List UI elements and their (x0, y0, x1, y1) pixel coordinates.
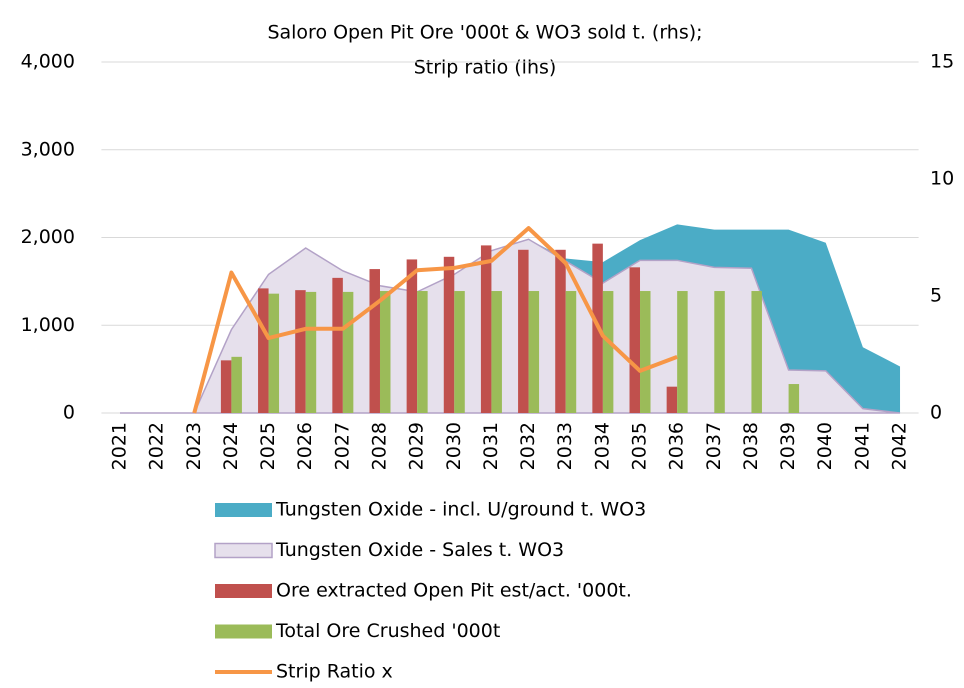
x-tick-label: 2027 (331, 422, 353, 470)
bar (751, 291, 762, 413)
y2-tick-label: 5 (930, 285, 942, 307)
x-tick-label: 2036 (666, 422, 688, 470)
bar (379, 291, 391, 413)
x-tick-label: 2025 (257, 422, 279, 470)
bar (602, 291, 614, 413)
x-tick-label: 2031 (480, 422, 502, 470)
x-tick-label: 2021 (108, 422, 130, 470)
bar (258, 288, 269, 413)
legend-swatch (215, 584, 272, 598)
bar (788, 384, 800, 413)
x-tick-label: 2024 (220, 422, 242, 470)
y-tick-label: 0 (63, 402, 75, 424)
y-tick-label: 4,000 (21, 51, 75, 73)
line (192, 226, 678, 414)
x-tick-label: 2023 (183, 422, 205, 470)
x-tick-label: 2030 (443, 422, 465, 470)
x-tick-label: 2042 (889, 422, 911, 470)
bar (528, 291, 540, 413)
bar (417, 291, 428, 413)
y2-tick-label: 0 (930, 402, 942, 424)
legend-label: Tungsten Oxide - incl. U/ground t. WO3 (275, 499, 646, 521)
bar (443, 256, 455, 413)
bar (295, 290, 306, 413)
bar (629, 267, 641, 413)
x-tick-label: 2034 (591, 422, 613, 470)
x-tick-label: 2032 (517, 422, 539, 470)
legend-label: Tungsten Oxide - Sales t. WO3 (275, 539, 564, 561)
x-tick-label: 2040 (814, 422, 836, 470)
x-tick-label: 2038 (740, 422, 762, 470)
bar (231, 356, 242, 413)
y2-tick-label: 15 (930, 51, 954, 73)
bar (714, 291, 725, 413)
x-tick-label: 2033 (554, 422, 576, 470)
bar (342, 291, 354, 413)
legend-label: Strip Ratio x (276, 661, 393, 683)
bar (268, 293, 280, 413)
bar (640, 291, 651, 413)
x-tick-label: 2028 (368, 422, 390, 470)
x-tick-label: 2037 (703, 422, 725, 470)
y-tick-label: 2,000 (21, 226, 75, 248)
y-tick-label: 3,000 (21, 138, 75, 160)
x-tick-label: 2035 (629, 422, 651, 470)
x-tick-label: 2026 (294, 422, 316, 470)
bar (332, 277, 343, 413)
legend-label: Ore extracted Open Pit est/act. '000t. (276, 580, 632, 602)
bar (555, 249, 566, 413)
bar (518, 249, 529, 413)
legend-swatch (214, 542, 273, 559)
bar (480, 245, 492, 413)
x-tick-label: 2022 (146, 422, 168, 470)
bar (491, 291, 502, 413)
legend-swatch (215, 624, 272, 639)
legend-label: Total Ore Crushed '000t (275, 620, 500, 642)
bar (565, 291, 577, 413)
y2-tick-label: 10 (930, 168, 954, 190)
x-tick-label: 2041 (851, 422, 873, 470)
x-tick-label: 2029 (406, 422, 428, 470)
bar (677, 291, 688, 413)
bar (305, 291, 317, 413)
bar (406, 259, 418, 413)
bar (666, 386, 678, 413)
bar (220, 360, 232, 413)
bar (369, 269, 380, 413)
legend-swatch (215, 503, 272, 517)
bar (454, 291, 465, 413)
chart-title: Saloro Open Pit Ore '000t & WO3 sold t. … (267, 22, 702, 44)
x-tick-label: 2039 (777, 422, 799, 470)
y-tick-label: 1,000 (21, 314, 75, 336)
chart-title: Strip ratio (lhs) (414, 57, 557, 79)
